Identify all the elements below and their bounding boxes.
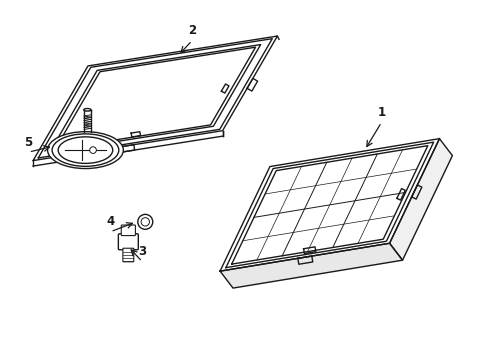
Ellipse shape xyxy=(52,134,119,166)
Text: 4: 4 xyxy=(106,215,114,228)
Text: 3: 3 xyxy=(138,245,146,258)
Text: 5: 5 xyxy=(24,136,33,149)
FancyBboxPatch shape xyxy=(121,225,135,235)
Ellipse shape xyxy=(47,132,123,168)
Polygon shape xyxy=(389,139,451,260)
Polygon shape xyxy=(220,243,402,288)
Ellipse shape xyxy=(58,137,113,163)
Circle shape xyxy=(138,214,152,229)
Text: 2: 2 xyxy=(188,24,196,37)
FancyBboxPatch shape xyxy=(122,248,134,262)
FancyBboxPatch shape xyxy=(118,234,138,250)
Circle shape xyxy=(89,147,96,153)
Ellipse shape xyxy=(83,108,91,111)
Circle shape xyxy=(141,218,149,226)
Text: 1: 1 xyxy=(377,106,385,119)
